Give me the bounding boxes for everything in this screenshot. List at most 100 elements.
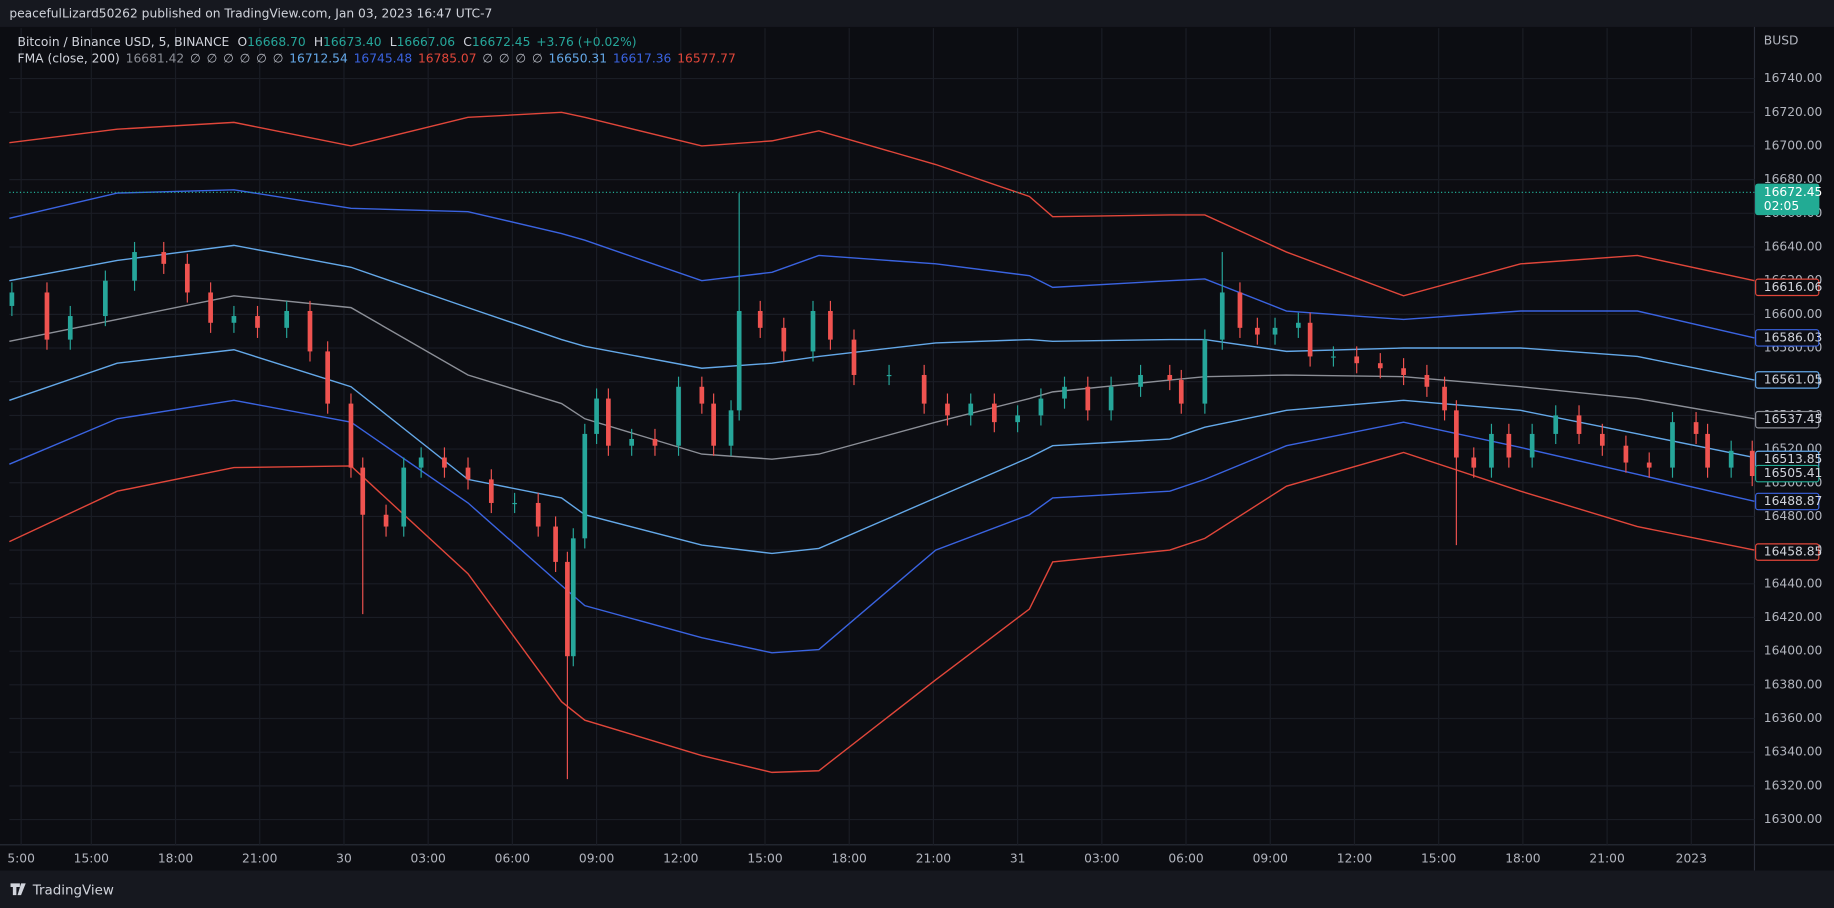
candle-body (383, 514, 389, 527)
x-tick-label: 21:00 (1589, 851, 1624, 865)
y-tick-label: 16480.00 (1764, 509, 1823, 523)
candle-body (44, 292, 50, 340)
y-tick-label: 16680.00 (1764, 172, 1823, 186)
candle-body (810, 310, 816, 352)
candle-body (1108, 386, 1114, 411)
indicator-value: 16712.54 (289, 51, 348, 65)
candle-body (255, 316, 260, 328)
candle-body (629, 438, 635, 446)
candle-body (699, 386, 705, 404)
y-tick-label: 16320.00 (1764, 778, 1823, 792)
indicator-value: ∅ (190, 51, 201, 65)
candle-body (132, 252, 137, 281)
candle-body (1354, 356, 1360, 364)
candle-body (1623, 445, 1629, 463)
candle-body (991, 403, 997, 423)
candle-body (418, 457, 424, 468)
candle-body (582, 433, 588, 539)
x-tick-label: 21:00 (242, 851, 277, 865)
brand-logo (10, 883, 26, 896)
x-tick-label: 31 (1010, 851, 1026, 865)
candle-body (968, 403, 974, 416)
currency: BUSD (1764, 33, 1799, 47)
candle-body (1553, 415, 1559, 434)
price-tag (1755, 492, 1820, 511)
candle-body (184, 263, 190, 293)
candle-body (1178, 380, 1184, 404)
x-tick-label: 09:00 (579, 851, 614, 865)
candle-body (161, 252, 167, 264)
band-line (9, 295, 1755, 460)
x-tick-label: 15:00 (74, 851, 109, 865)
indicator-line: FMA (close, 200) 16681.42 ∅ ∅ ∅ ∅ ∅ ∅ 16712.54 16… (18, 51, 736, 65)
candle-body (1062, 386, 1067, 399)
price-tag-label: 16616.06 (1764, 280, 1823, 294)
y-tick-label: 16340.00 (1764, 745, 1823, 759)
candle-body (565, 561, 570, 657)
candle-body (401, 467, 407, 527)
indicator-value: ∅ (482, 51, 493, 65)
candle-body (945, 403, 950, 416)
x-tick-label: 15:00 (1421, 851, 1456, 865)
symbol: Bitcoin / Binance USD, 5, BINANCE (18, 35, 230, 49)
candle-body (553, 526, 558, 562)
candle-body (652, 438, 658, 446)
brand: TradingView (32, 883, 114, 898)
candle-body (1506, 433, 1512, 458)
y-tick-label: 16380.00 (1764, 677, 1823, 691)
y-tick-label: 16400.00 (1764, 644, 1823, 658)
x-tick-label: 2023 (1676, 851, 1707, 865)
candle-body (1237, 292, 1243, 328)
candle-body (828, 310, 833, 340)
candle-body (103, 280, 108, 317)
band-line (9, 244, 1755, 381)
y-tick-label: 16420.00 (1764, 610, 1823, 624)
candle-body (360, 467, 366, 515)
band-line (9, 399, 1755, 654)
candle-body (1202, 339, 1208, 404)
candle-body (284, 310, 290, 328)
price-tag-label: 16586.03 (1764, 330, 1823, 344)
price-tag (1755, 464, 1820, 483)
candle-body (676, 386, 681, 446)
candle-body (1038, 398, 1044, 416)
candle-body (594, 398, 599, 434)
price-tag-label: 16561.05 (1764, 372, 1823, 386)
price-tag-label: 16513.85 (1764, 452, 1823, 466)
x-tick-label: 18:00 (832, 851, 867, 865)
candle-body (442, 457, 447, 468)
indicator-value: 16785.07 (418, 51, 477, 65)
price-tag (1755, 278, 1820, 297)
indicator-value: ∅ (273, 51, 284, 65)
candle-body (1599, 433, 1605, 446)
indicator-value: ∅ (532, 51, 543, 65)
y-tick-label: 16300.00 (1764, 812, 1823, 826)
indicator-name: FMA (close, 200) (18, 51, 120, 65)
x-tick-label: 12:00 (663, 851, 698, 865)
indicator-value: ∅ (240, 51, 251, 65)
candle-body (1307, 322, 1313, 357)
price-tag-label: 16458.85 (1764, 545, 1823, 559)
candle-body (1401, 368, 1406, 375)
indicator-value: 16745.48 (354, 51, 413, 65)
price-tag (1755, 183, 1820, 216)
y-tick-label: 16700.00 (1764, 138, 1823, 152)
ohlc-value: 16667.06 (397, 35, 456, 49)
x-tick-label: 5:00 (7, 851, 35, 865)
candle-body (465, 467, 471, 480)
candle-body (1646, 462, 1652, 468)
candle-body (1693, 422, 1699, 434)
ohlc-value: 16673.40 (323, 35, 382, 49)
candle-body (1377, 363, 1383, 369)
price-tag (1755, 543, 1820, 561)
candle-body (348, 403, 354, 468)
candle-body (67, 316, 73, 340)
price-tag-label: 16505.41 (1764, 466, 1823, 480)
x-tick-label: 15:00 (747, 851, 782, 865)
band-line (9, 451, 1755, 774)
candle-body (1471, 457, 1477, 468)
candle-body (1085, 386, 1091, 411)
x-tick-label: 18:00 (158, 851, 193, 865)
candle-body (1728, 450, 1734, 468)
